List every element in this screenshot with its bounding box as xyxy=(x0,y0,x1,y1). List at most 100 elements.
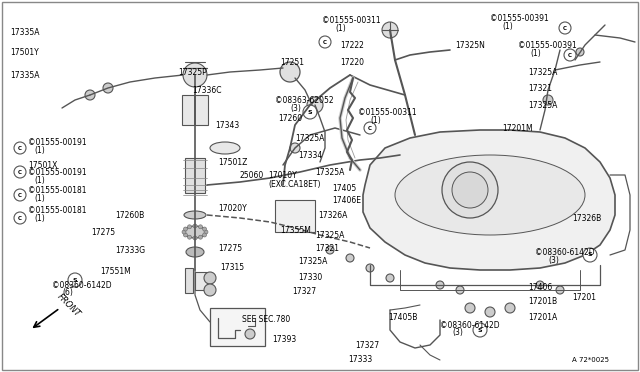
Text: (1): (1) xyxy=(530,48,541,58)
Circle shape xyxy=(280,62,300,82)
Circle shape xyxy=(485,307,495,317)
Text: ©01555-00181: ©01555-00181 xyxy=(28,186,86,195)
Circle shape xyxy=(456,286,464,294)
Text: C: C xyxy=(323,39,327,45)
Circle shape xyxy=(442,162,498,218)
Circle shape xyxy=(436,281,444,289)
Circle shape xyxy=(559,22,571,34)
Text: 17501Z: 17501Z xyxy=(218,157,248,167)
Circle shape xyxy=(103,83,113,93)
Circle shape xyxy=(85,90,95,100)
Text: ©08363-62052: ©08363-62052 xyxy=(275,96,333,105)
Text: 17330: 17330 xyxy=(298,273,323,282)
Text: 17260: 17260 xyxy=(278,113,302,122)
Circle shape xyxy=(188,235,191,239)
Circle shape xyxy=(536,281,544,289)
Text: 17325N: 17325N xyxy=(455,41,485,49)
Text: 17326B: 17326B xyxy=(572,214,601,222)
Text: SEE SEC.780: SEE SEC.780 xyxy=(242,315,291,324)
Circle shape xyxy=(307,97,323,113)
Text: C: C xyxy=(18,145,22,151)
Circle shape xyxy=(473,323,487,337)
Circle shape xyxy=(204,272,216,284)
Text: 17220: 17220 xyxy=(340,58,364,67)
Text: C: C xyxy=(18,192,22,198)
Text: 17333G: 17333G xyxy=(115,246,145,254)
Circle shape xyxy=(364,122,376,134)
Circle shape xyxy=(183,63,207,87)
Text: (1): (1) xyxy=(502,22,513,31)
Ellipse shape xyxy=(184,211,206,219)
Circle shape xyxy=(202,227,207,231)
Text: (1): (1) xyxy=(335,23,346,32)
Text: S: S xyxy=(308,109,312,115)
Text: 17201M: 17201M xyxy=(502,124,532,132)
Circle shape xyxy=(290,143,300,153)
Circle shape xyxy=(465,303,475,313)
Text: 25060: 25060 xyxy=(240,170,264,180)
Circle shape xyxy=(583,248,597,262)
Circle shape xyxy=(204,230,208,234)
Text: 17335A: 17335A xyxy=(10,71,40,80)
Circle shape xyxy=(193,236,197,240)
Text: 17010Y: 17010Y xyxy=(268,170,297,180)
Bar xyxy=(185,158,205,193)
Text: 17501X: 17501X xyxy=(28,160,58,170)
Text: (1): (1) xyxy=(34,145,45,154)
Text: 17406E: 17406E xyxy=(332,196,361,205)
Text: 17334: 17334 xyxy=(298,151,323,160)
Circle shape xyxy=(452,172,488,208)
Text: 17405B: 17405B xyxy=(388,314,417,323)
Text: 17020Y: 17020Y xyxy=(218,203,247,212)
Circle shape xyxy=(386,274,394,282)
Circle shape xyxy=(14,189,26,201)
Text: (1): (1) xyxy=(370,115,381,125)
Text: (1): (1) xyxy=(34,176,45,185)
Circle shape xyxy=(543,95,553,105)
Circle shape xyxy=(14,166,26,178)
Text: (3): (3) xyxy=(548,256,559,264)
Circle shape xyxy=(346,254,354,262)
Circle shape xyxy=(303,105,317,119)
Text: (3): (3) xyxy=(290,103,301,112)
Circle shape xyxy=(564,49,576,61)
Ellipse shape xyxy=(184,226,206,238)
Text: 17201B: 17201B xyxy=(528,298,557,307)
Circle shape xyxy=(184,233,188,237)
Ellipse shape xyxy=(186,247,204,257)
Text: ©01555-00191: ©01555-00191 xyxy=(28,167,86,176)
Ellipse shape xyxy=(210,142,240,154)
Text: 17201: 17201 xyxy=(572,294,596,302)
Text: C: C xyxy=(368,125,372,131)
Circle shape xyxy=(202,233,207,237)
Text: 17325A: 17325A xyxy=(298,257,328,266)
Circle shape xyxy=(198,235,202,239)
Text: (EXC.CA18ET): (EXC.CA18ET) xyxy=(268,180,321,189)
Text: ©01555-00391: ©01555-00391 xyxy=(518,41,577,49)
Text: 17327: 17327 xyxy=(355,340,379,350)
Text: (6): (6) xyxy=(62,289,73,298)
Text: C: C xyxy=(18,215,22,221)
Circle shape xyxy=(204,284,216,296)
Circle shape xyxy=(366,264,374,272)
Text: 17325P: 17325P xyxy=(178,67,207,77)
Circle shape xyxy=(505,303,515,313)
Text: 17405: 17405 xyxy=(332,183,356,192)
Bar xyxy=(185,268,193,293)
Text: (3): (3) xyxy=(452,328,463,337)
Bar xyxy=(210,308,265,346)
Circle shape xyxy=(576,48,584,56)
Ellipse shape xyxy=(395,155,585,235)
Text: 17343: 17343 xyxy=(215,121,239,129)
Bar xyxy=(182,95,208,125)
Circle shape xyxy=(326,246,334,254)
Text: C: C xyxy=(18,170,22,174)
Text: 17327: 17327 xyxy=(292,288,316,296)
Text: ©01555-00311: ©01555-00311 xyxy=(358,108,417,116)
Text: 17501Y: 17501Y xyxy=(10,48,39,57)
Circle shape xyxy=(14,212,26,224)
Text: ©08360-6142D: ©08360-6142D xyxy=(535,247,595,257)
Text: C: C xyxy=(568,52,572,58)
Text: 17325A: 17325A xyxy=(528,67,557,77)
Text: S: S xyxy=(73,278,77,282)
